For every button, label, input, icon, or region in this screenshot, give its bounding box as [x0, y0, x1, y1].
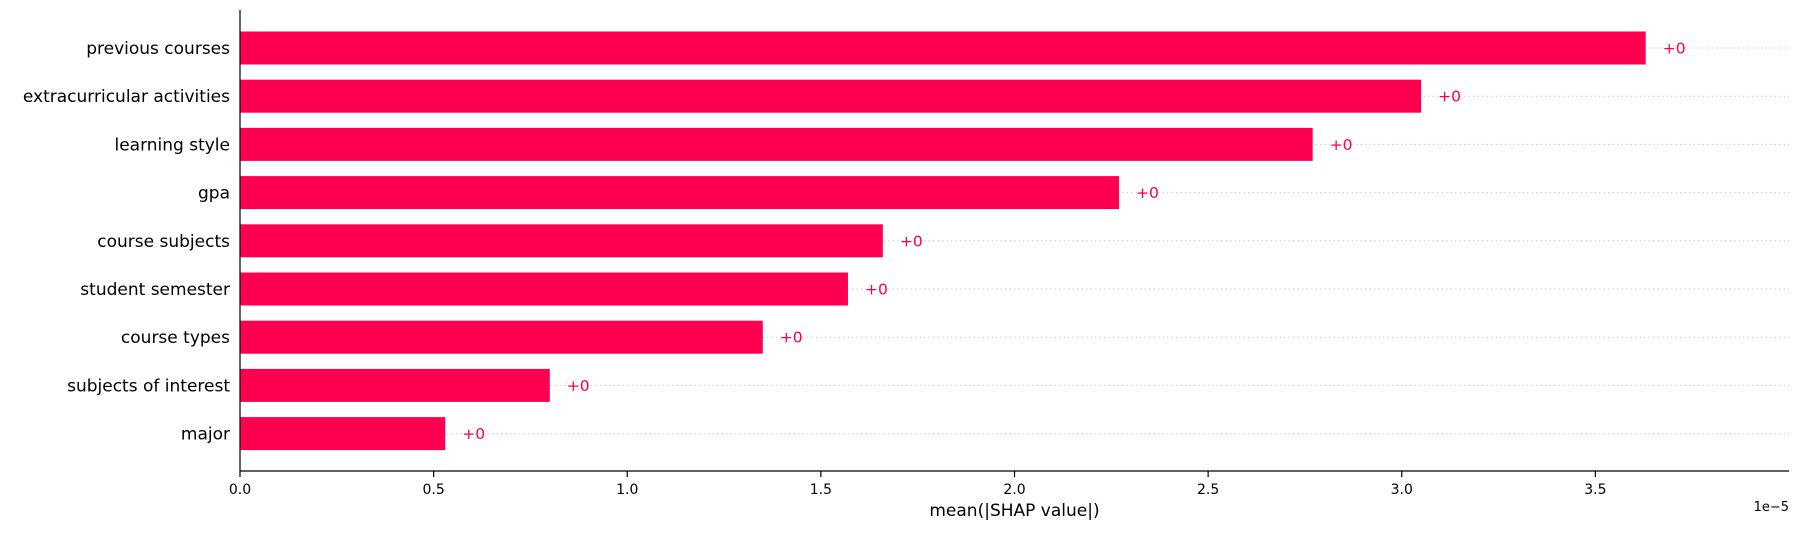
bar — [240, 320, 763, 354]
x-axis-offset-label: 1e−5 — [1754, 500, 1789, 515]
x-tick-label: 0.5 — [422, 482, 444, 498]
x-tick-label: 1.5 — [810, 482, 832, 498]
bar-value-label: +0 — [1663, 40, 1686, 58]
bar — [240, 272, 848, 306]
bar — [240, 368, 550, 402]
x-tick-label: 0.0 — [229, 482, 251, 498]
x-tick-label: 1.0 — [616, 482, 638, 498]
x-tick-label: 3.0 — [1391, 482, 1413, 498]
bar-value-label: +0 — [900, 232, 923, 250]
bar — [240, 127, 1313, 161]
category-label: subjects of interest — [67, 376, 230, 396]
bar-value-label: +0 — [567, 377, 590, 395]
x-tick-label: 2.0 — [1003, 482, 1025, 498]
category-label: student semester — [80, 280, 230, 300]
category-label: course subjects — [97, 232, 230, 252]
bar-value-label: +0 — [462, 425, 485, 443]
bar — [240, 224, 883, 258]
category-label: course types — [121, 328, 230, 348]
bar — [240, 417, 446, 451]
bar — [240, 176, 1120, 210]
category-label: gpa — [198, 184, 230, 204]
x-tick-label: 2.5 — [1197, 482, 1219, 498]
category-label: extracurricular activities — [23, 87, 230, 107]
category-labels-group: previous courses extracurricular activiti… — [23, 39, 230, 445]
bars-group — [240, 31, 1646, 451]
bar — [240, 79, 1422, 113]
bar-value-label: +0 — [1136, 184, 1159, 202]
x-axis-title: mean(|SHAP value|) — [929, 501, 1099, 521]
x-tick-label: 3.5 — [1584, 482, 1606, 498]
category-label: learning style — [114, 135, 230, 155]
bar — [240, 31, 1646, 65]
bar-value-label: +0 — [1438, 88, 1461, 106]
category-label: previous courses — [86, 39, 230, 59]
value-labels-group: +0 +0 +0 +0 +0 +0 +0 +0 +0 — [462, 40, 1685, 444]
bar-value-label: +0 — [1330, 136, 1353, 154]
category-label: major — [181, 425, 230, 445]
x-ticks-group: 0.0 0.5 1.0 1.5 2.0 2.5 3.0 3.5 — [229, 471, 1607, 498]
bar-value-label: +0 — [865, 281, 888, 299]
bar-value-label: +0 — [780, 329, 803, 347]
